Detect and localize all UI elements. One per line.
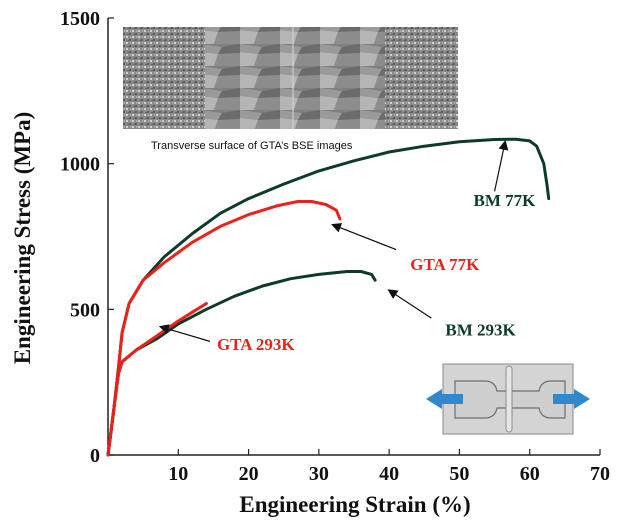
y-tick-label: 500 [70, 299, 100, 321]
annotation-label-bm-77k: BM 77K [473, 191, 536, 210]
annotation-label-bm-293k: BM 293K [445, 321, 516, 340]
series-line-gta-77k [106, 200, 342, 457]
series-line-gta-293k [106, 302, 208, 457]
y-ticks: 0 500 1000 1500 [60, 8, 114, 467]
annotation-arrow-gta-293k [158, 324, 211, 342]
y-tick-label: 1000 [60, 154, 100, 176]
series-line-bm-293k [106, 270, 377, 457]
x-tick-label: 10 [168, 463, 188, 485]
y-tick-label: 0 [90, 445, 100, 467]
x-tick-label: 60 [520, 463, 540, 485]
annotation-layer: BM 77K GTA 77K BM 293K GTA 293K [158, 139, 536, 354]
left-arrow-icon [426, 389, 463, 409]
series-layer [106, 137, 551, 457]
x-tick-label: 30 [309, 463, 329, 485]
x-ticks: 10 20 30 40 50 60 70 [168, 449, 610, 485]
x-tick-label: 40 [379, 463, 399, 485]
tensile-specimen-inset [426, 363, 590, 435]
annotation-arrow-bm-77k [493, 139, 509, 192]
axes [107, 18, 600, 456]
x-tick-label: 50 [449, 463, 469, 485]
annotation-label-gta-293k: GTA 293K [217, 335, 295, 354]
micrograph-weld-region [205, 27, 385, 129]
inset-caption: Transverse surface of GTA’s BSE images [151, 140, 353, 152]
x-tick-label: 20 [239, 463, 259, 485]
annotation-label-gta-77k: GTA 77K [410, 255, 480, 274]
bse-micrograph-inset: Transverse surface of GTA’s BSE images [123, 27, 458, 152]
micrograph-left-region [123, 27, 205, 129]
right-arrow-icon [553, 389, 590, 409]
weld-seam [505, 365, 513, 433]
annotation-arrow-bm-293k [387, 289, 432, 319]
x-tick-label: 70 [590, 463, 610, 485]
y-axis-title: Engineering Stress (MPa) [10, 112, 35, 365]
micrograph-right-region [385, 27, 458, 129]
x-axis-title: Engineering Strain (%) [239, 492, 470, 517]
annotation-arrow-gta-77k [331, 223, 397, 251]
y-tick-label: 1500 [60, 8, 100, 30]
